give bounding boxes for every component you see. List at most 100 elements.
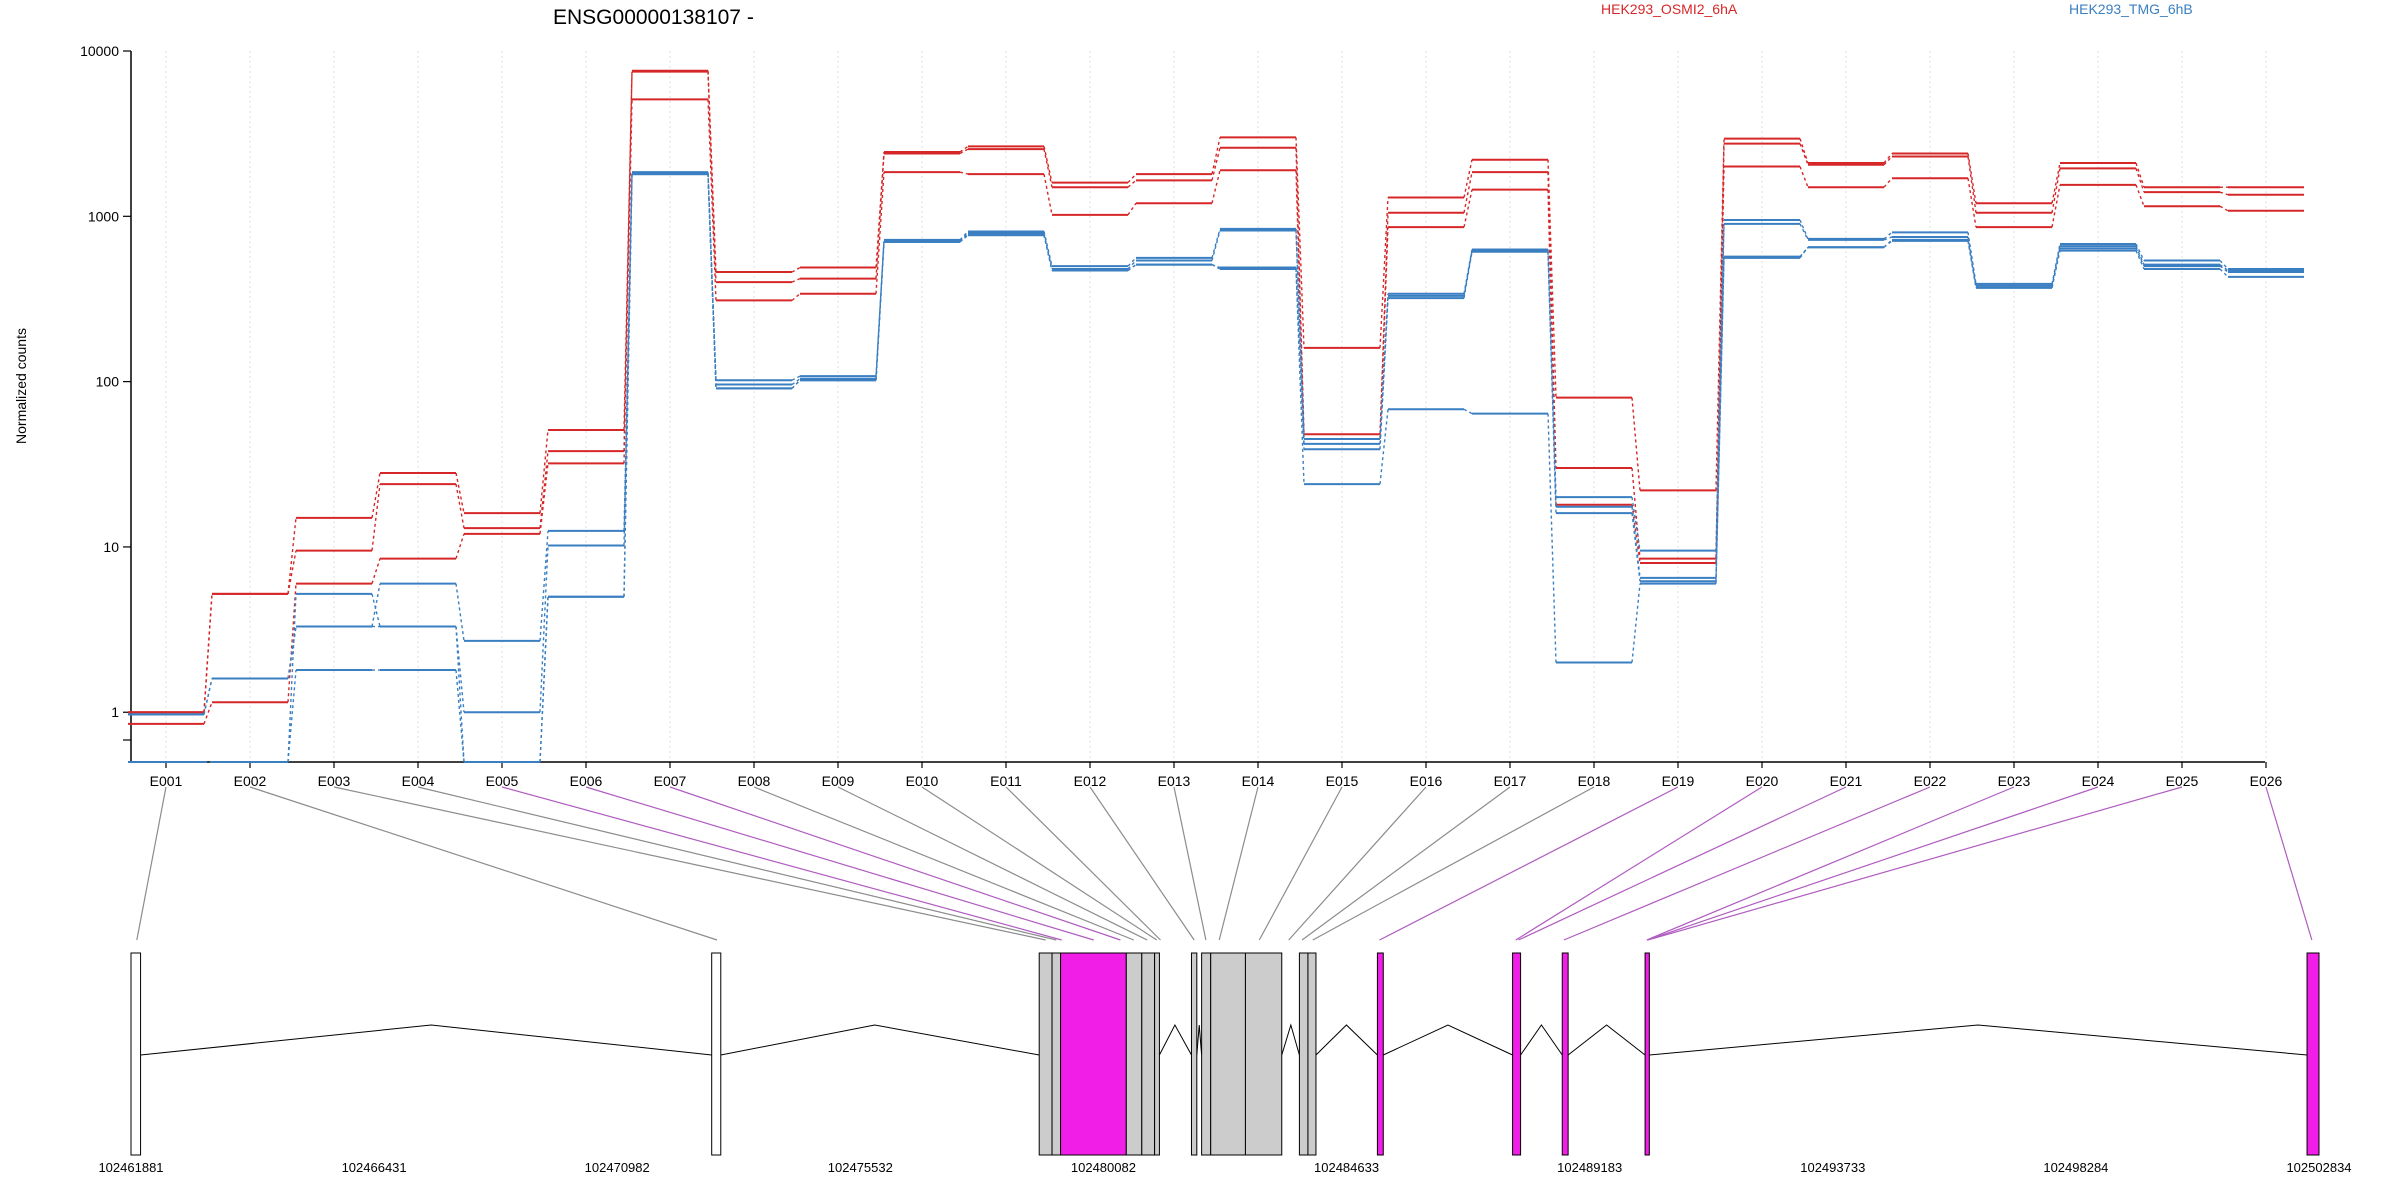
- x-tick-label: E019: [1662, 773, 1695, 789]
- bin-link-line: [1515, 786, 1763, 941]
- series-connector: [2135, 184, 2145, 207]
- series-connector: [455, 533, 465, 559]
- series-connector: [1379, 197, 1389, 348]
- series-connector: [287, 583, 297, 703]
- series-connector: [1043, 173, 1053, 216]
- bin-link-line: [1258, 786, 1343, 941]
- exon-box: [1051, 952, 1062, 1156]
- exon-box: [1644, 952, 1650, 1156]
- intron-line: [140, 1024, 712, 1056]
- exon-box: [1201, 952, 1212, 1156]
- bin-link-line: [585, 786, 1094, 941]
- intron-line: [1567, 1024, 1646, 1056]
- series-connector: [1967, 178, 1977, 228]
- series-connector: [1463, 159, 1473, 198]
- x-tick-label: E001: [150, 773, 183, 789]
- series-connector: [959, 230, 969, 241]
- series-connector: [875, 241, 885, 381]
- x-tick-label: E012: [1074, 773, 1107, 789]
- series-connector: [1127, 260, 1137, 270]
- bin-link-line: [1518, 786, 1847, 941]
- y-tick-label: 1: [111, 704, 119, 720]
- axes: 1 10 100 1000 10000 E001 E002 E003 E004 E005 E006 E…: [80, 43, 2282, 789]
- series-connector: [2219, 191, 2229, 196]
- bin-link-line: [753, 786, 1134, 941]
- series-connector: [371, 558, 381, 584]
- series-connector: [1043, 146, 1053, 183]
- exon-box: [1561, 952, 1569, 1156]
- series-connector: [455, 472, 465, 514]
- exon-box: [1038, 952, 1053, 1156]
- series-line: [128, 171, 2304, 716]
- series-connector: [539, 451, 549, 529]
- legend-entry-group-b: HEK293_TMG_6hB: [2069, 1, 2193, 17]
- series-connector: [2135, 168, 2145, 193]
- intron-line: [720, 1024, 1040, 1056]
- series-connector: [2135, 162, 2145, 188]
- y-tick-label: 1000: [88, 208, 119, 224]
- series-connector: [287, 550, 297, 595]
- bin-link-line: [1312, 786, 1595, 941]
- x-tick-label: E002: [234, 773, 267, 789]
- series-connector: [791, 378, 801, 386]
- series-connector: [791, 277, 801, 283]
- series-connector: [1799, 223, 1809, 241]
- series-connector: [1127, 264, 1137, 272]
- series-connector: [203, 678, 213, 715]
- x-tick-label: E004: [402, 773, 435, 789]
- series-connector: [2219, 205, 2229, 212]
- series-connector: [1547, 189, 1557, 505]
- series-connector: [1715, 223, 1725, 578]
- series-connector: [1715, 138, 1725, 491]
- series-connector: [1631, 583, 1641, 663]
- x-tick-label: E021: [1830, 773, 1863, 789]
- series-connector: [1883, 240, 1893, 248]
- x-tick-label: E005: [486, 773, 519, 789]
- bin-link-line: [1089, 786, 1195, 941]
- intron-line: [1196, 1024, 1203, 1056]
- x-tick-label: E006: [570, 773, 603, 789]
- genomic-coordinate-label: 102498284: [2043, 1160, 2108, 1175]
- series-connector: [959, 148, 969, 155]
- exon-box: [1190, 952, 1198, 1156]
- exon-box: [1298, 952, 1309, 1156]
- series-connector: [1043, 231, 1053, 267]
- genomic-coordinate-label: 102502834: [2286, 1160, 2351, 1175]
- series-connector: [203, 593, 213, 713]
- series-connector: [959, 171, 969, 175]
- legend-entry-group-a: HEK293_OSMI2_6hA: [1601, 1, 1738, 17]
- bin-link-line: [1288, 786, 1427, 941]
- series-lines: [128, 69, 2304, 763]
- x-tick-label: E017: [1494, 773, 1527, 789]
- series-connector: [1043, 234, 1053, 271]
- series-connector: [2219, 268, 2229, 278]
- series-connector: [1547, 251, 1557, 514]
- series-connector: [1127, 173, 1137, 184]
- series-line: [128, 70, 2304, 714]
- series-connector: [1967, 153, 1977, 204]
- intron-line: [1281, 1023, 1300, 1056]
- series-connector: [875, 172, 885, 294]
- series-connector: [1799, 166, 1809, 188]
- exon-box: [1307, 952, 1317, 1156]
- bin-link-line: [1301, 786, 1511, 941]
- series-connector: [623, 174, 633, 597]
- series-connector: [1295, 137, 1305, 348]
- series-connector: [2219, 264, 2229, 272]
- series-connector: [1211, 230, 1221, 261]
- bin-link-line: [921, 786, 1158, 941]
- exon-box: [1141, 952, 1156, 1156]
- series-connector: [1043, 148, 1053, 188]
- bin-link-line: [1005, 786, 1161, 941]
- x-tick-label: E003: [318, 773, 351, 789]
- series-connector: [1463, 249, 1473, 294]
- series-connector: [1799, 143, 1809, 166]
- series-line: [128, 98, 2304, 725]
- y-tick-label: 10: [103, 539, 119, 555]
- series-connector: [2135, 250, 2145, 270]
- series-connector: [1379, 298, 1389, 450]
- bin-link-line: [333, 786, 1046, 941]
- exon-box: [1512, 952, 1522, 1156]
- bin-link-line: [2265, 786, 2313, 941]
